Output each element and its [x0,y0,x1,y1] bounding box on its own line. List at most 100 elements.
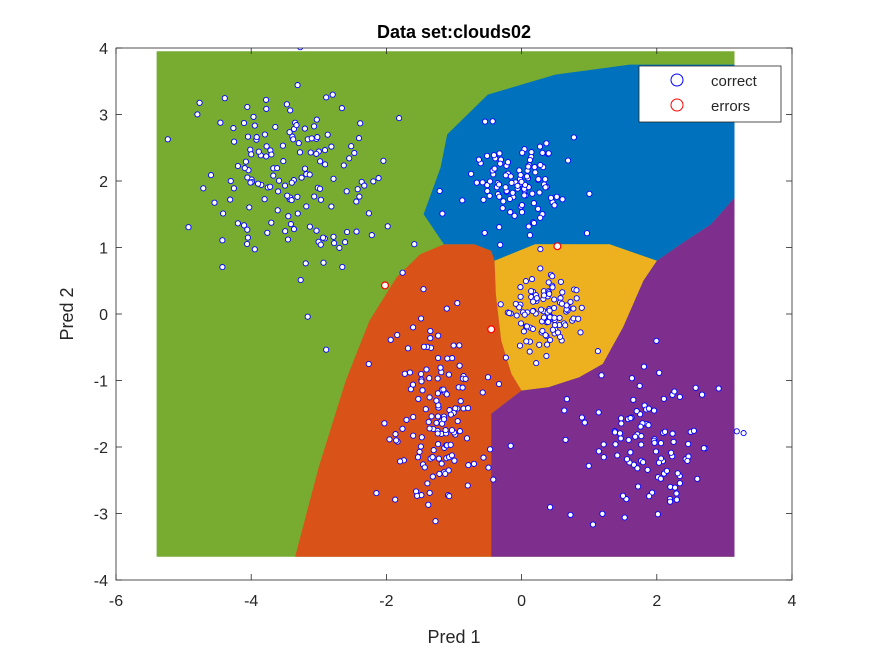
point-correct [533,295,540,302]
point-correct [437,364,444,371]
point-correct [284,236,292,243]
point-correct [554,329,562,336]
point-correct [520,328,527,335]
point-correct [419,387,426,394]
point-correct [529,190,536,197]
point-correct [465,405,472,412]
point-correct [422,406,429,413]
point-correct [328,143,335,150]
point-correct [219,237,226,244]
point-correct [356,193,363,200]
point-error [381,281,390,290]
point-correct [513,312,520,319]
point-correct [263,143,270,150]
y-tick-label: 3 [99,108,108,125]
point-correct [434,390,441,397]
y-tick-label: 1 [99,241,108,258]
point-correct [636,382,643,389]
point-correct [406,369,414,376]
point-correct [303,203,310,210]
point-correct [480,454,487,461]
point-correct [355,135,363,142]
point-correct [440,386,447,393]
point-correct [671,484,679,491]
point-correct [220,210,227,217]
point-correct [638,433,645,440]
point-correct [230,125,237,132]
point-correct [386,436,393,443]
point-correct [644,466,651,473]
point-correct [308,135,315,142]
point-correct [496,150,503,157]
data-points [164,48,747,528]
point-correct [396,115,403,122]
point-correct [330,233,337,240]
point-correct [532,169,539,176]
point-correct [435,455,442,462]
point-correct [490,476,497,483]
point-correct [234,220,241,227]
point-correct [242,158,249,165]
x-tick-label: -6 [109,593,123,610]
point-correct [297,48,304,51]
point-correct [595,409,602,416]
point-correct [484,187,491,195]
point-correct [313,227,320,234]
point-correct [304,313,311,320]
point-correct [740,430,747,437]
point-correct [545,279,552,286]
point-correct [219,264,226,271]
point-correct [311,123,318,130]
point-correct [502,184,509,191]
point-correct [268,219,275,226]
point-correct [521,192,528,199]
point-correct [546,290,553,297]
point-correct [544,341,551,348]
point-correct [295,140,302,147]
point-correct [676,480,683,487]
point-correct [470,460,478,467]
point-correct [320,259,327,266]
point-correct [331,240,338,247]
point-correct [699,391,706,398]
point-correct [365,360,372,368]
point-correct [540,292,548,299]
point-correct [244,133,252,140]
point-correct [241,165,248,172]
point-correct [657,440,665,447]
point-correct [559,196,566,203]
point-correct [298,174,305,181]
point-correct [611,429,619,436]
point-correct [480,196,487,203]
point-correct [670,438,677,445]
point-correct [248,151,255,158]
point-correct [673,496,680,503]
point-correct [529,308,536,315]
point-correct [528,276,536,283]
point-correct [496,224,503,231]
point-correct [430,447,437,454]
point-correct [684,457,691,464]
point-correct [542,176,549,183]
point-correct [267,183,274,190]
point-correct [586,190,593,197]
point-correct [457,398,464,405]
point-correct [185,224,192,231]
point-correct [561,407,568,414]
point-correct [261,131,268,138]
point-correct [598,372,605,379]
x-tick-label: -4 [244,593,258,610]
point-correct [275,177,283,184]
point-correct [454,300,461,307]
point-correct [557,278,564,285]
point-correct [536,189,543,196]
point-correct [481,229,488,236]
point-correct [227,177,234,185]
point-correct [599,510,606,517]
point-correct [200,185,207,192]
point-correct [410,324,417,331]
point-correct [244,234,251,241]
point-correct [270,172,277,179]
